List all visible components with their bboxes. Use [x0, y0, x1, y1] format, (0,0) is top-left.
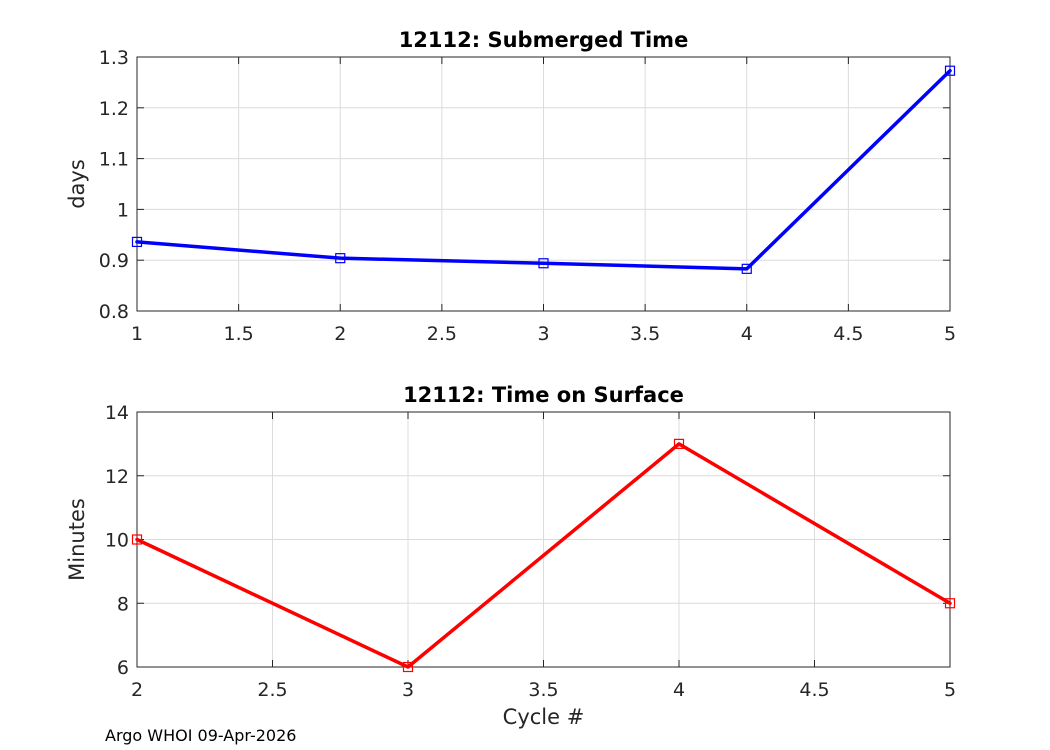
submerged-x-tick-label: 3.5 [630, 323, 660, 345]
submerged-x-tick-label: 4 [741, 323, 753, 345]
surface-y-tick-label: 12 [105, 466, 129, 488]
submerged-x-tick-label: 2.5 [427, 323, 457, 345]
surface-data-point [402, 661, 414, 673]
surface-x-tick-label: 2 [131, 679, 143, 701]
submerged-data-point [538, 258, 549, 269]
surface-x-tick-label: 2.5 [257, 679, 287, 701]
surface-x-axis-label: Cycle # [503, 705, 585, 729]
surface-x-tick-label: 3.5 [528, 679, 558, 701]
submerged-x-tick-label: 1.5 [224, 323, 254, 345]
surface-x-tick-label: 3 [402, 679, 414, 701]
submerged-x-tick-label: 4.5 [833, 323, 863, 345]
submerged-x-tick-label: 1 [131, 323, 143, 345]
surface-y-tick-label: 14 [105, 402, 129, 424]
submerged-data-point [741, 263, 752, 274]
surface-y-tick-label: 10 [105, 530, 129, 552]
surface-y-axis-label: Minutes [65, 498, 89, 581]
footer-credit: Argo WHOI 09-Apr-2026 [105, 726, 296, 745]
surface-y-tick-label: 8 [117, 593, 129, 615]
submerged-y-tick-label: 0.8 [99, 301, 129, 323]
surface-chart-title: 12112: Time on Surface [403, 383, 684, 407]
submerged-series-line [135, 68, 952, 271]
submerged-data-point [131, 236, 143, 248]
surface-y-tick-label: 6 [117, 657, 129, 679]
submerged-data-point [944, 65, 956, 76]
submerged-x-tick-label: 2 [334, 323, 346, 345]
submerged-y-tick-label: 1.2 [99, 98, 129, 120]
surface-x-tick-label: 5 [944, 679, 956, 701]
submerged-y-axis-label: days [65, 159, 89, 209]
submerged-y-tick-label: 1.3 [99, 47, 129, 69]
submerged-data-point [335, 253, 346, 264]
submerged-time-panel: 1 1.5 2 2.5 3 3.5 4 4.5 5 0.8 0.9 1 1.1 1.2 1.3 12112: … [65, 28, 956, 345]
submerged-x-tick-label: 5 [944, 323, 956, 345]
surface-data-point [944, 598, 956, 609]
submerged-x-tick-label: 3 [537, 323, 549, 345]
submerged-y-tick-label: 1 [117, 199, 129, 221]
surface-series-line [135, 442, 952, 669]
surface-x-tick-label: 4.5 [799, 679, 829, 701]
surface-data-point [673, 438, 685, 449]
submerged-chart-title: 12112: Submerged Time [399, 28, 689, 52]
surface-data-point [131, 534, 143, 545]
surface-x-tick-label: 4 [673, 679, 685, 701]
surface-time-panel: 2 2.5 3 3.5 4 4.5 5 6 8 10 12 14 12112: Time on Surf… [65, 383, 956, 729]
submerged-y-tick-label: 0.9 [99, 250, 129, 272]
submerged-y-tick-label: 1.1 [99, 149, 129, 171]
